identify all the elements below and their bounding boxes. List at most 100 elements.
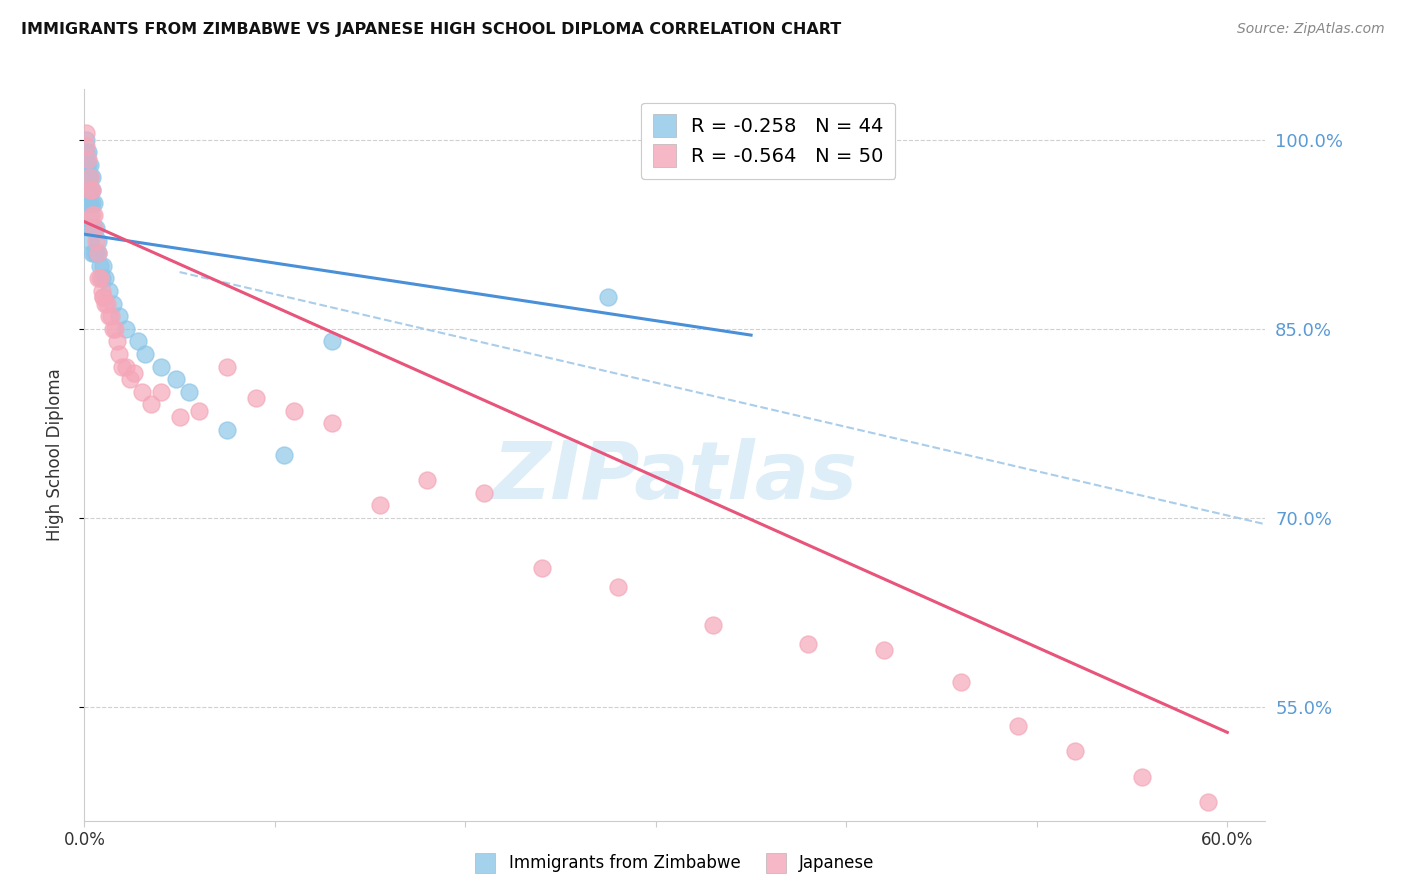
Point <box>131 384 153 399</box>
Point <box>120 372 142 386</box>
Point <box>84 221 107 235</box>
Point <box>75 158 97 172</box>
Point <box>149 384 172 399</box>
Point <box>77 145 100 160</box>
Point <box>93 290 115 304</box>
Point <box>94 296 117 310</box>
Point <box>84 234 107 248</box>
Point <box>79 170 101 185</box>
Point <box>416 473 439 487</box>
Point <box>127 334 149 349</box>
Point <box>79 158 101 172</box>
Point <box>75 139 97 153</box>
Point <box>75 126 97 140</box>
Point <box>94 271 117 285</box>
Y-axis label: High School Diploma: High School Diploma <box>45 368 63 541</box>
Point <box>606 580 628 594</box>
Point <box>101 322 124 336</box>
Point <box>115 359 138 374</box>
Point <box>79 170 101 185</box>
Point <box>89 259 111 273</box>
Text: ZIPatlas: ZIPatlas <box>492 438 858 516</box>
Point <box>84 246 107 260</box>
Text: IMMIGRANTS FROM ZIMBABWE VS JAPANESE HIGH SCHOOL DIPLOMA CORRELATION CHART: IMMIGRANTS FROM ZIMBABWE VS JAPANESE HIG… <box>21 22 841 37</box>
Legend: R = -0.258   N = 44, R = -0.564   N = 50: R = -0.258 N = 44, R = -0.564 N = 50 <box>641 103 896 178</box>
Point <box>169 410 191 425</box>
Point <box>530 561 553 575</box>
Point <box>83 208 105 222</box>
Point <box>101 296 124 310</box>
Point <box>1064 744 1087 758</box>
Point <box>797 637 820 651</box>
Point <box>187 404 209 418</box>
Point <box>80 246 103 260</box>
Point <box>165 372 187 386</box>
Point <box>107 309 129 323</box>
Point <box>283 404 305 418</box>
Point <box>217 359 239 374</box>
Point <box>75 133 97 147</box>
Point <box>368 499 391 513</box>
Point <box>1130 770 1153 784</box>
Point <box>273 448 295 462</box>
Point <box>79 234 101 248</box>
Point <box>77 170 100 185</box>
Point <box>79 195 101 210</box>
Point <box>105 334 128 349</box>
Point <box>83 221 105 235</box>
Point <box>598 290 620 304</box>
Point <box>139 397 162 411</box>
Text: Source: ZipAtlas.com: Source: ZipAtlas.com <box>1237 22 1385 37</box>
Point <box>115 322 138 336</box>
Point <box>1197 795 1219 809</box>
Point <box>86 246 108 260</box>
Point <box>80 183 103 197</box>
Point <box>873 643 896 657</box>
Point <box>98 284 121 298</box>
Point <box>100 309 122 323</box>
Point <box>77 152 100 166</box>
Point <box>134 347 156 361</box>
Point <box>179 384 201 399</box>
Point <box>245 391 267 405</box>
Point <box>77 158 100 172</box>
Point <box>111 359 134 374</box>
Point <box>107 347 129 361</box>
Point <box>321 417 343 431</box>
Point <box>80 170 103 185</box>
Point <box>474 485 496 500</box>
Point <box>90 271 112 285</box>
Point <box>86 234 108 248</box>
Point <box>80 195 103 210</box>
Point <box>79 183 101 197</box>
Point <box>96 296 118 310</box>
Point <box>122 366 145 380</box>
Point <box>86 271 108 285</box>
Point <box>98 309 121 323</box>
Point <box>75 145 97 160</box>
Point <box>93 290 115 304</box>
Point <box>149 359 172 374</box>
Point <box>83 221 105 235</box>
Point <box>90 284 112 298</box>
Point <box>79 208 101 222</box>
Point <box>77 195 100 210</box>
Point <box>79 183 101 197</box>
Point <box>321 334 343 349</box>
Point <box>77 183 100 197</box>
Point <box>1007 719 1029 733</box>
Point <box>93 259 115 273</box>
Point <box>79 221 101 235</box>
Point <box>80 208 103 222</box>
Point <box>89 271 111 285</box>
Point <box>80 221 103 235</box>
Point <box>217 423 239 437</box>
Point <box>104 322 127 336</box>
Legend: Immigrants from Zimbabwe, Japanese: Immigrants from Zimbabwe, Japanese <box>468 847 882 880</box>
Point <box>80 183 103 197</box>
Point <box>949 674 972 689</box>
Point <box>83 195 105 210</box>
Point <box>86 246 108 260</box>
Point <box>83 246 105 260</box>
Point <box>702 618 724 632</box>
